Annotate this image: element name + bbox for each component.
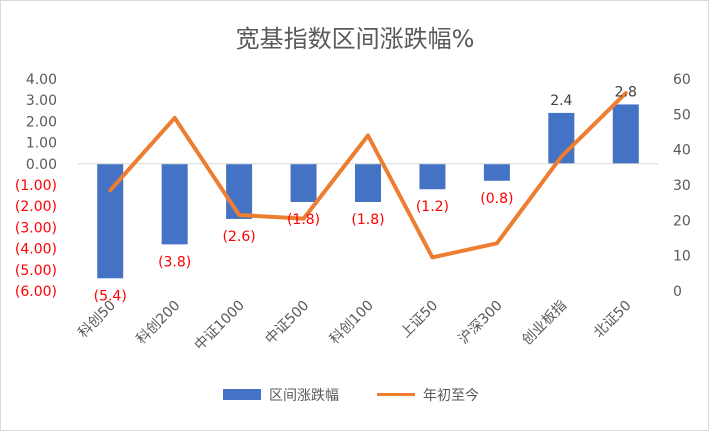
category-label: 创业板指 [519,298,570,349]
left-tick-label: (1.00) [15,178,57,194]
right-tick-label: 60 [673,72,691,88]
bar-data-label: (3.8) [158,254,191,270]
bar [483,163,510,181]
line-point [109,189,111,191]
left-tick-label: 0.00 [26,157,57,173]
line-point [367,135,369,137]
category-label: 沪深300 [456,298,506,348]
bar-data-label: (2.6) [223,229,256,245]
bar [612,104,639,164]
bar [290,163,317,202]
left-tick-label: (5.00) [15,263,57,279]
legend-bar-label: 区间涨跌幅 [269,388,339,404]
bar-data-labels: (5.4) (3.8) (2.6) (1.8) (1.8) (1.2) (0.8) 2.4 2.… [94,84,637,304]
bar-data-label: (0.8) [480,191,513,207]
bar-series [97,104,639,279]
right-tick-label: 10 [673,249,691,265]
legend-bar-swatch [223,389,261,400]
line-point [174,117,176,119]
bar [161,163,188,245]
right-tick-label: 0 [673,284,682,300]
category-label: 中证1000 [192,298,248,354]
legend: 区间涨跌幅 年初至今 [223,387,479,404]
category-label: 上证50 [398,298,442,342]
line-point [431,256,433,258]
bar-data-label: 2.8 [615,84,637,100]
line-point [303,218,305,220]
left-tick-label: (2.00) [15,199,57,215]
legend-line-label: 年初至今 [423,387,479,404]
bar [226,163,253,219]
left-tick-label: 1.00 [26,136,57,152]
left-tick-label: (3.00) [15,220,57,236]
category-labels: 科创50 科创200 中证1000 中证500 科创100 上证50 沪深300 创业板指 北证… [75,298,634,354]
line-point [625,92,627,94]
left-tick-label: 3.00 [26,93,57,109]
bar [355,163,381,202]
right-tick-label: 50 [673,107,691,123]
right-axis-ticks: 60 50 40 30 20 10 0 [673,72,691,300]
bar-data-label: (5.4) [94,288,127,304]
bar-data-label: 2.4 [550,93,572,109]
bar-data-label: (1.8) [287,212,320,228]
line-point [496,242,498,244]
line-point [560,156,562,158]
line-point [238,214,240,216]
category-label: 中证500 [262,298,312,348]
chart-title: 宽基指数区间涨跌幅% [236,25,475,53]
left-tick-label: (4.00) [15,242,57,258]
bar-data-label: (1.2) [416,199,449,215]
right-tick-label: 40 [673,143,691,159]
category-label: 科创100 [327,298,377,348]
left-tick-label: 4.00 [26,72,57,88]
left-axis-ticks: 4.00 3.00 2.00 1.00 0.00 (1.00) (2.00) (3.00) (4… [15,72,57,300]
bar-data-label: (1.8) [351,212,384,228]
right-tick-label: 20 [673,213,691,229]
left-tick-label: (6.00) [15,284,57,300]
line-series [108,91,628,260]
right-tick-label: 30 [673,178,691,194]
category-label: 科创200 [133,298,183,348]
left-tick-label: 2.00 [26,114,57,130]
category-label: 北证50 [591,298,635,342]
bar [419,163,446,190]
